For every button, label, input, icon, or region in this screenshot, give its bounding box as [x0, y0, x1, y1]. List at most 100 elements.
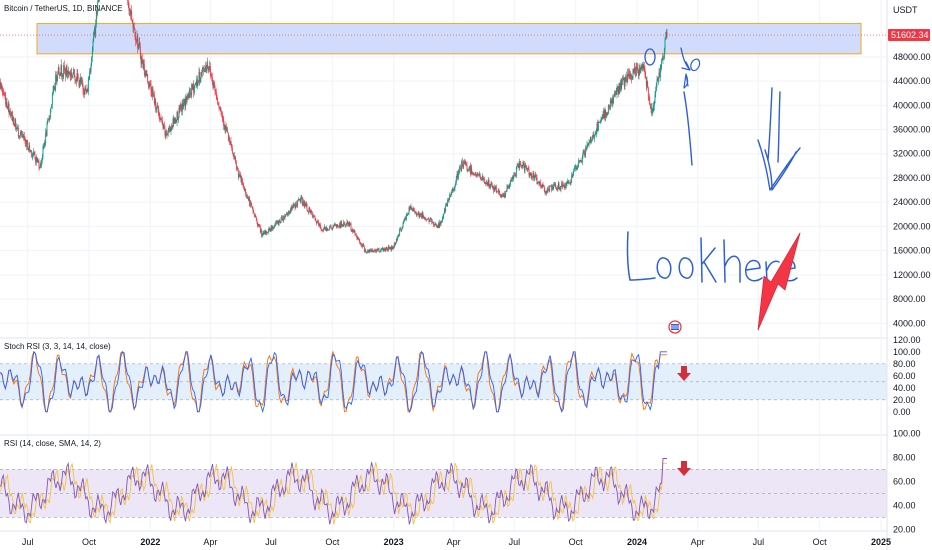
candle-body	[259, 225, 261, 227]
candle-body	[365, 252, 367, 253]
candle-body	[451, 188, 453, 193]
candle-body	[174, 118, 176, 124]
candle-body	[156, 105, 158, 108]
candle-body	[45, 132, 47, 136]
flag-badge-icon[interactable]	[668, 320, 682, 334]
price-axis-bg	[887, 0, 932, 550]
candle-body	[27, 148, 29, 150]
candle-body	[287, 213, 289, 215]
candle-body	[5, 102, 7, 105]
candle-body	[246, 196, 248, 198]
candle-body	[243, 186, 245, 188]
candle-body	[571, 175, 573, 177]
candle-body	[648, 97, 650, 99]
candle-body	[213, 82, 215, 88]
candle-body	[39, 167, 41, 169]
candle-body	[251, 206, 253, 209]
candle-body	[516, 166, 518, 168]
candle-body	[468, 169, 470, 171]
candle-body	[558, 183, 560, 189]
candle-body	[189, 88, 191, 94]
candle-body	[487, 182, 489, 186]
candle-body	[429, 219, 431, 222]
candle-body	[278, 220, 280, 225]
candle-body	[145, 70, 147, 76]
candle-body	[63, 65, 65, 75]
candle-body	[319, 224, 321, 226]
candle-body	[133, 27, 135, 29]
candle-body	[305, 203, 307, 206]
symbol-title: Bitcoin / TetherUS, 1D, BINANCE	[4, 4, 123, 13]
candle-body	[579, 160, 581, 161]
candle-body	[75, 80, 77, 82]
candle-body	[419, 214, 421, 217]
candle-body	[357, 237, 359, 240]
candle-body	[623, 78, 625, 80]
candle-body	[409, 207, 411, 209]
candle-body	[91, 56, 93, 65]
candle-body	[25, 141, 27, 147]
candle-body	[457, 171, 459, 179]
candle-body	[197, 80, 199, 82]
candle-body	[577, 161, 579, 168]
candle-body	[376, 249, 378, 251]
candle-body	[563, 185, 565, 188]
candle-body	[133, 27, 135, 28]
candle-body	[151, 88, 153, 97]
candle-body	[340, 222, 342, 228]
candle-body	[68, 71, 70, 74]
candle-body	[552, 187, 554, 189]
candle-body	[620, 82, 622, 90]
candle-body	[269, 228, 271, 231]
time-axis[interactable]: Jul Oct 2022 Apr Jul Oct 2023 Apr Jul Oct 2024 Apr J…	[0, 530, 891, 547]
candle-body	[471, 172, 473, 175]
candle-body	[625, 76, 627, 81]
candle-body	[283, 215, 285, 218]
annotations	[626, 47, 801, 476]
candle-body	[522, 162, 524, 166]
candle-body	[527, 167, 529, 169]
time-tick-label: 2025	[871, 537, 891, 547]
candle-body	[493, 187, 495, 191]
price-axis[interactable]: USDT 4000.00 8000.00 12000.00 16000.00 20000…	[886, 0, 932, 550]
candle-body	[412, 207, 414, 212]
candle-body	[172, 118, 174, 128]
candle-body	[655, 82, 657, 91]
candle-body	[389, 246, 391, 249]
candle-body	[219, 107, 221, 110]
candle-body	[453, 189, 455, 191]
candle-body	[476, 175, 478, 176]
candle-body	[555, 187, 557, 189]
candle-body	[641, 64, 643, 68]
candle-body	[469, 165, 471, 174]
candle-body	[654, 95, 656, 103]
candle-body	[657, 77, 659, 81]
candle-body	[216, 95, 218, 101]
candle-body	[38, 161, 40, 168]
candle-body	[354, 230, 356, 234]
candle-body	[473, 174, 475, 175]
candle-body	[89, 71, 91, 72]
candle-body	[652, 107, 654, 112]
candle-body	[245, 189, 247, 195]
candle-body	[597, 121, 599, 131]
candle-body	[43, 146, 45, 148]
candle-body	[31, 155, 33, 157]
candle-body	[436, 225, 438, 228]
candle-body	[198, 72, 200, 82]
candle-body	[361, 244, 363, 247]
candle-body	[580, 160, 582, 162]
candle-body	[81, 80, 83, 85]
candle-body	[46, 123, 48, 136]
candle-body	[15, 127, 17, 129]
candle-body	[617, 86, 619, 87]
candle-body	[42, 146, 44, 157]
candle-body	[428, 218, 430, 222]
candle-body	[646, 81, 648, 87]
candle-body	[179, 107, 181, 110]
candle-body	[203, 69, 205, 72]
candle-body	[129, 9, 131, 15]
candle-body	[221, 113, 223, 119]
price-pane-bg	[0, 0, 887, 337]
candle-body	[494, 187, 496, 190]
